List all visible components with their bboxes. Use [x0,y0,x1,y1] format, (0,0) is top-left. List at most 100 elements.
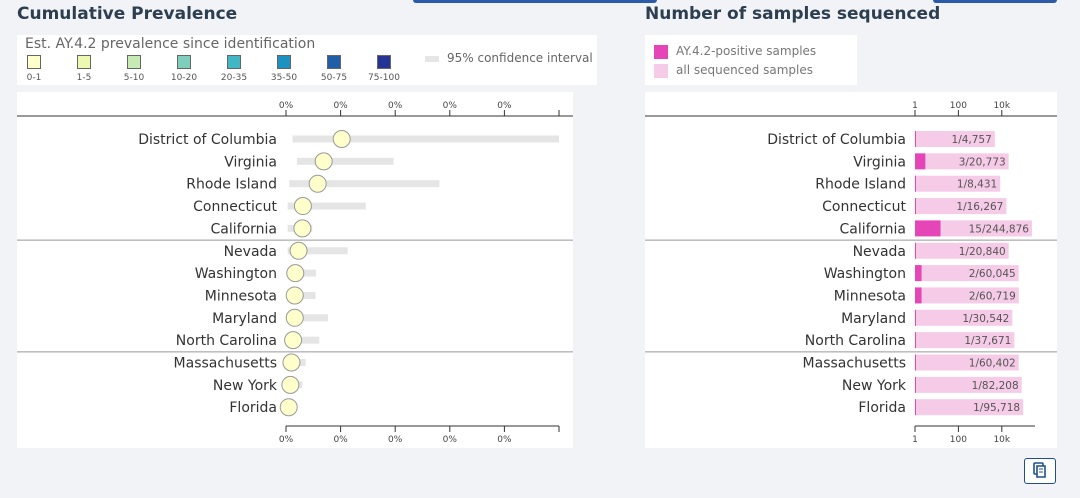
state-label: Massachusetts [174,356,277,372]
bottom-tick-label: 0% [333,435,348,445]
bar-data-label: 2/60,719 [969,290,1016,302]
legend-bin-label-0: 0-1 [26,73,42,83]
positive-samples-bar [915,287,922,304]
ci-bar [292,135,559,143]
legend-bin-swatch-7 [377,55,391,69]
bar-data-label: 15/244,876 [969,223,1030,235]
prevalence-dot [289,241,308,260]
state-label: Rhode Island [815,177,906,193]
bar-data-label: 1/16,267 [956,201,1003,213]
positive-samples-bar [915,153,926,170]
positive-samples-label: AY.4.2-positive samples [676,44,817,58]
state-label: District of Columbia [767,132,906,148]
legend-bin-label-3: 10-20 [170,73,198,83]
positive-samples-bar [915,198,916,215]
state-label: Virginia [224,154,277,170]
state-label: Washington [824,266,906,282]
prevalence-dot [281,375,300,394]
state-label: Nevada [853,244,906,260]
positive-samples-bar [915,332,916,349]
top-tick-label: 0% [333,101,348,111]
top-tick-label: 0% [443,101,458,111]
top-tab-bar-right [933,0,1057,3]
ci-bar [296,157,394,165]
state-label: Massachusetts [803,356,906,372]
legend-bin-swatch-0 [27,55,41,69]
state-label: Rhode Island [186,177,277,193]
state-label: Washington [195,266,277,282]
samples-legend: AY.4.2-positive samples all sequenced sa… [645,35,857,85]
all-samples-bar [915,265,1019,282]
all-samples-bar [915,309,1013,326]
bottom-tick-label: 0% [497,435,512,445]
prevalence-dot [293,219,312,238]
bar-data-label: 1/95,718 [973,402,1020,414]
prevalence-legend-title: Est. AY.4.2 prevalence since identificat… [25,36,316,52]
all-samples-bar [915,242,1009,259]
prevalence-chart: 0% 0% 0% 0% 0% 0% 0% 0% 0% 0% District of Columbia… [17,101,573,445]
state-label: Minnesota [205,288,277,304]
legend-bin-swatch-3 [177,55,191,69]
state-label: California [840,221,906,237]
ci-bar [287,202,366,210]
positive-samples-bar [915,376,916,393]
positive-samples-bar [915,354,916,371]
positive-samples-bar [915,175,916,192]
all-samples-bar [915,131,995,147]
bar-data-label: 1/82,208 [972,380,1019,392]
samples-chart-panel: 1 1 100 100 10k 10k District of Columbia 1/4,75… [645,92,1057,448]
legend-bin-label-7: 75-100 [368,73,400,83]
bottom-tick-label: 10k [993,435,1010,445]
legend-bin-label-1: 1-5 [76,73,92,83]
ci-legend-swatch [425,56,439,62]
legend-bin-swatch-5 [277,55,291,69]
legend-bin-swatch-2 [127,55,141,69]
prevalence-dot [286,264,305,283]
prevalence-dot [293,197,312,216]
bar-data-label: 1/20,840 [959,246,1006,258]
top-tick-label: 100 [950,101,967,111]
top-tick-label: 0% [388,101,403,111]
state-label: Nevada [224,244,277,260]
all-samples-bar [915,354,1019,371]
ci-bar [289,180,440,188]
state-label: Maryland [212,311,277,327]
bar-data-label: 3/20,773 [959,156,1006,168]
prevalence-dot [314,152,333,171]
top-tick-label: 0% [497,101,512,111]
samples-chart: 1 1 100 100 10k 10k District of Columbia 1/4,75… [645,101,1057,445]
top-tick-label: 0% [279,101,294,111]
state-label: Florida [229,400,277,416]
prevalence-dot [285,286,304,305]
samples-sequenced-title: Number of samples sequenced [645,4,941,24]
prevalence-legend: Est. AY.4.2 prevalence since identificat… [17,35,597,85]
legend-bin-swatch-6 [327,55,341,69]
state-label: Connecticut [822,199,906,215]
ci-legend-label: 95% confidence interval [447,51,593,65]
positive-samples-bar [915,220,941,237]
state-label: New York [842,378,907,394]
all-samples-bar [915,332,1015,349]
state-label: Maryland [841,311,906,327]
legend-bin-label-5: 35-50 [270,73,298,83]
prevalence-chart-panel: 0% 0% 0% 0% 0% 0% 0% 0% 0% 0% District of Columbia… [17,92,573,448]
prevalence-dot [279,398,298,417]
all-samples-bar [915,220,1032,237]
copy-button[interactable] [1024,458,1056,484]
all-samples-bar [915,287,1019,304]
state-label: Connecticut [193,199,277,215]
state-label: North Carolina [176,333,277,349]
prevalence-dot [332,130,351,148]
positive-samples-bar [915,131,916,147]
bar-data-label: 1/8,431 [957,179,997,191]
all-samples-bar [915,198,1007,215]
ci-bar [287,247,348,255]
all-samples-label: all sequenced samples [676,63,813,77]
all-samples-bar [915,175,1001,192]
positive-samples-bar [915,265,922,282]
positive-samples-swatch [654,45,668,59]
bottom-tick-label: 100 [950,435,967,445]
state-label: New York [213,378,278,394]
bottom-tick-label: 1 [912,435,918,445]
all-samples-bar [915,399,1024,416]
